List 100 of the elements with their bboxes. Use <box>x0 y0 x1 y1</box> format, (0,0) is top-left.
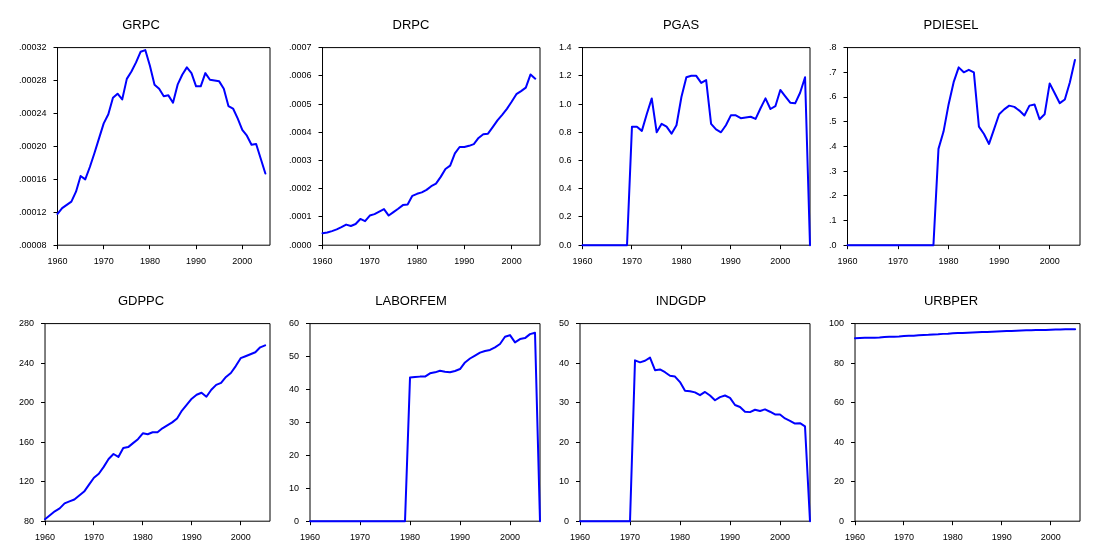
x-tick-label: 1960 <box>300 532 321 543</box>
x-tick-label: 2000 <box>501 256 522 267</box>
y-tick-label: .00016 <box>19 173 47 184</box>
y-tick-label: .4 <box>828 140 837 151</box>
x-tick-label: 1980 <box>139 256 160 267</box>
y-tick-label: 160 <box>18 436 35 447</box>
y-tick-label: 50 <box>289 351 300 362</box>
y-tick-label: 0.0 <box>559 239 572 250</box>
x-tick-label: 1960 <box>572 256 593 267</box>
x-tick-label: 1990 <box>186 256 207 267</box>
x-tick-label: 1960 <box>845 532 866 543</box>
x-tick-label: 1990 <box>454 256 475 267</box>
y-tick-label: 30 <box>559 397 570 408</box>
x-tick-label: 1970 <box>349 532 371 543</box>
x-tick-label: 1960 <box>312 256 333 267</box>
y-tick-label: 0.2 <box>559 211 572 222</box>
x-tick-label: 1980 <box>407 256 428 267</box>
x-tick-label: 2000 <box>1040 532 1061 543</box>
x-tick-label: 1960 <box>570 532 591 543</box>
y-tick-label: .0007 <box>288 42 312 53</box>
x-tick-label: 2000 <box>1039 256 1060 267</box>
x-tick-label: 1970 <box>93 256 114 267</box>
x-tick-label: 2000 <box>232 256 253 267</box>
y-tick-label: 1.0 <box>559 98 572 109</box>
x-tick-label: 1970 <box>621 256 642 267</box>
x-tick-label: 1980 <box>132 532 153 543</box>
x-tick-label: 1980 <box>671 256 692 267</box>
y-tick-label: 200 <box>18 397 35 408</box>
y-tick-label: 240 <box>18 357 35 368</box>
x-tick-label: 2000 <box>230 532 251 543</box>
y-tick-label: .1 <box>828 214 837 225</box>
x-tick-label: 1960 <box>837 256 858 267</box>
y-tick-label: 0.4 <box>559 183 572 194</box>
y-tick-label: 50 <box>559 318 570 329</box>
chart-title: URBPER <box>923 293 979 309</box>
y-tick-label: 10 <box>289 482 300 493</box>
y-tick-label: 0 <box>294 515 300 526</box>
y-tick-label: .0 <box>828 239 837 250</box>
x-tick-label: 1970 <box>888 256 909 267</box>
y-tick-label: .0005 <box>288 98 312 109</box>
y-tick-label: .3 <box>828 165 837 176</box>
x-tick-label: 1960 <box>35 532 56 543</box>
y-tick-label: .0004 <box>288 126 312 137</box>
x-tick-label: 2000 <box>770 256 791 267</box>
x-tick-label: 1990 <box>181 532 202 543</box>
chart-title: INDGDP <box>655 293 707 309</box>
x-tick-label: 1980 <box>399 532 421 543</box>
y-tick-label: 40 <box>559 357 570 368</box>
chart-title: PGAS <box>662 17 700 33</box>
y-tick-label: .00028 <box>19 75 47 86</box>
y-tick-label: 0 <box>839 515 845 526</box>
y-tick-label: 20 <box>289 449 300 460</box>
y-tick-label: 0 <box>564 515 570 526</box>
y-tick-label: 60 <box>834 397 845 408</box>
y-tick-label: 0.6 <box>559 155 572 165</box>
chart-title: PDIESEL <box>923 17 979 33</box>
y-tick-label: .6 <box>828 91 837 102</box>
y-tick-label: 100 <box>828 318 845 329</box>
x-tick-label: 2000 <box>769 532 791 543</box>
x-tick-label: 1990 <box>989 256 1010 267</box>
y-tick-label: .2 <box>828 190 837 201</box>
y-tick-label: .0003 <box>288 155 312 165</box>
x-tick-label: 1970 <box>893 532 914 543</box>
x-tick-label: 1990 <box>719 532 741 543</box>
y-tick-label: .00024 <box>19 107 47 118</box>
y-tick-label: 0.8 <box>559 126 572 137</box>
chart-title: GRPC <box>122 17 160 33</box>
y-tick-label: .0006 <box>288 70 312 81</box>
x-tick-label: 1990 <box>720 256 741 267</box>
y-tick-label: 30 <box>289 416 300 427</box>
y-tick-label: .7 <box>828 66 837 77</box>
x-tick-label: 2000 <box>499 532 521 543</box>
x-tick-label: 1980 <box>942 532 963 543</box>
x-tick-label: 1980 <box>938 256 959 267</box>
y-tick-label: .00020 <box>19 140 47 151</box>
y-tick-label: 80 <box>834 357 845 368</box>
y-tick-label: 1.4 <box>559 42 572 53</box>
x-tick-label: 1970 <box>359 256 380 267</box>
y-tick-label: 20 <box>834 476 845 487</box>
chart-title: DRPC <box>392 17 430 33</box>
y-tick-label: .5 <box>828 116 837 127</box>
y-tick-label: 1.2 <box>559 70 572 81</box>
x-tick-label: 1960 <box>47 256 68 267</box>
y-tick-label: 20 <box>559 436 570 447</box>
y-tick-label: 40 <box>289 383 300 394</box>
chart-title: GDPPC <box>117 293 165 309</box>
y-tick-label: .0001 <box>288 211 312 222</box>
x-tick-label: 1990 <box>991 532 1012 543</box>
y-tick-label: 80 <box>24 515 35 526</box>
y-tick-label: .00032 <box>19 42 47 53</box>
x-tick-label: 1990 <box>449 532 471 543</box>
x-tick-label: 1970 <box>83 532 104 543</box>
y-tick-label: .0000 <box>288 239 312 250</box>
y-tick-label: 40 <box>834 436 845 447</box>
chart-title: LABORFEM <box>375 293 447 309</box>
y-tick-label: 10 <box>559 476 570 487</box>
y-tick-label: .00012 <box>19 206 47 217</box>
y-tick-label: 60 <box>289 318 300 329</box>
y-tick-label: 280 <box>18 318 35 329</box>
y-tick-label: .00008 <box>19 239 47 250</box>
